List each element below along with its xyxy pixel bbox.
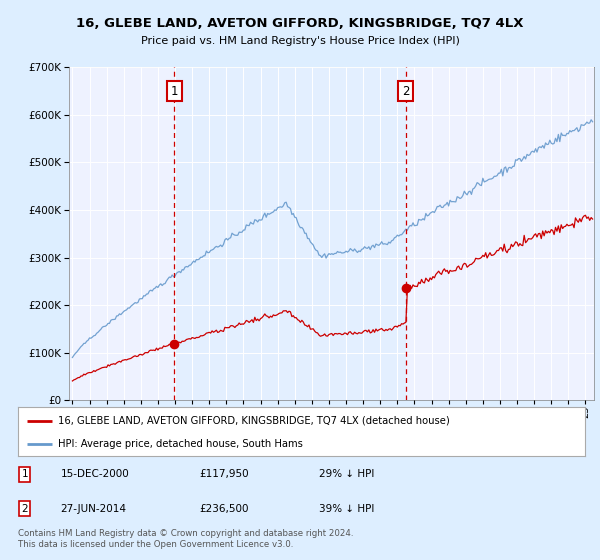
Text: 27-JUN-2014: 27-JUN-2014 xyxy=(61,504,127,514)
Text: 39% ↓ HPI: 39% ↓ HPI xyxy=(319,504,374,514)
Bar xyxy=(175,67,406,400)
Text: 1: 1 xyxy=(22,469,28,479)
Text: 15-DEC-2000: 15-DEC-2000 xyxy=(61,469,129,479)
Text: 2: 2 xyxy=(402,85,409,97)
Text: £117,950: £117,950 xyxy=(199,469,249,479)
Text: HPI: Average price, detached house, South Hams: HPI: Average price, detached house, Sout… xyxy=(58,439,302,449)
Text: 2: 2 xyxy=(22,504,28,514)
Text: Contains HM Land Registry data © Crown copyright and database right 2024.
This d: Contains HM Land Registry data © Crown c… xyxy=(18,529,353,549)
Text: Price paid vs. HM Land Registry's House Price Index (HPI): Price paid vs. HM Land Registry's House … xyxy=(140,36,460,46)
Text: 1: 1 xyxy=(170,85,178,97)
Text: £236,500: £236,500 xyxy=(199,504,249,514)
Text: 16, GLEBE LAND, AVETON GIFFORD, KINGSBRIDGE, TQ7 4LX (detached house): 16, GLEBE LAND, AVETON GIFFORD, KINGSBRI… xyxy=(58,416,449,426)
Text: 29% ↓ HPI: 29% ↓ HPI xyxy=(319,469,374,479)
Text: 16, GLEBE LAND, AVETON GIFFORD, KINGSBRIDGE, TQ7 4LX: 16, GLEBE LAND, AVETON GIFFORD, KINGSBRI… xyxy=(76,17,524,30)
